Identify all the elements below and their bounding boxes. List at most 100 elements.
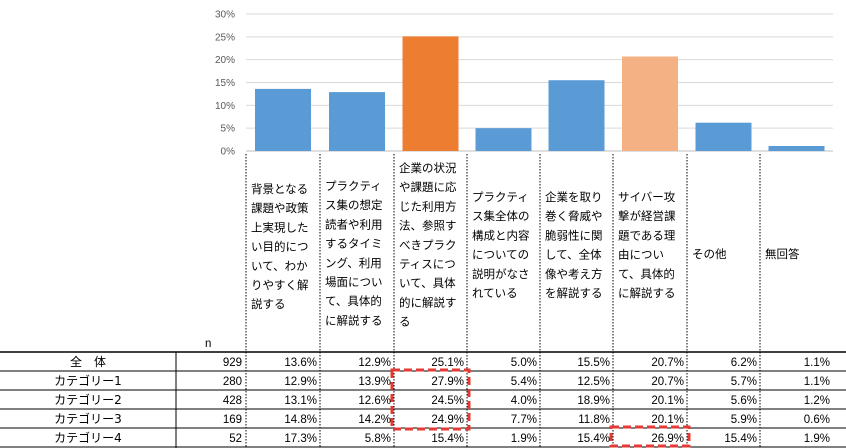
data-cell: 5.8% (365, 433, 391, 445)
n-label: n (205, 338, 211, 350)
bar (622, 56, 678, 151)
data-cell: 13.9% (358, 376, 391, 388)
bar (695, 122, 752, 151)
category-label-line: ス集の想定 (325, 198, 383, 212)
bar (402, 36, 459, 152)
category-label-line: いて、わか (251, 259, 308, 273)
row-n: 929 (223, 357, 242, 369)
data-cell: 1.9% (511, 433, 537, 445)
data-cell: 25.1% (431, 357, 464, 369)
category-label-line: る (399, 315, 411, 329)
category-label-line: 撃が経営課 (618, 209, 676, 223)
data-cell: 5.7% (731, 376, 757, 388)
category-label-line: 場面につい (325, 275, 383, 289)
results-table: n 全 体 929 13.6% 12.9% 25.1% 5.0% 15.5% 20.7% 6.2%… (0, 154, 846, 448)
data-cell: 20.7% (651, 376, 684, 388)
data-cell: 7.7% (511, 414, 537, 426)
category-label-line: 由につい (618, 248, 664, 262)
data-cell: 4.0% (511, 395, 537, 407)
highlight-box (609, 425, 691, 448)
bars (255, 36, 825, 152)
category-label: サイバー攻撃が経営課題である理由について、具体的に解説する (618, 190, 676, 300)
row-n: 52 (229, 433, 242, 445)
data-cell: 1.1% (804, 376, 830, 388)
data-cell: 26.9% (651, 433, 684, 445)
data-cell: 5.0% (511, 357, 537, 369)
data-cell: 24.9% (431, 414, 464, 426)
data-cell: 5.9% (731, 414, 757, 426)
category-label-line: 課題や政策 (251, 201, 309, 215)
category-label-line: を解説する (545, 286, 603, 300)
y-tick-label: 30% (215, 10, 235, 21)
row-name: カテゴリー1 (54, 373, 122, 388)
row-n: 169 (223, 414, 242, 426)
category-label-line: 説する (251, 297, 286, 311)
y-tick-label: 0% (221, 147, 236, 158)
category-label-line: て、具体的 (618, 267, 675, 281)
data-cell: 18.9% (577, 395, 610, 407)
category-label-line: れている (472, 286, 518, 300)
data-cell: 20.1% (651, 414, 684, 426)
data-cell: 24.5% (431, 395, 464, 407)
data-cell: 6.2% (731, 357, 757, 369)
bar (329, 92, 385, 151)
highlight-boxes (390, 368, 691, 448)
category-label-line: ング、利用 (325, 256, 382, 270)
data-cell: 1.9% (804, 433, 830, 445)
bar (548, 80, 605, 151)
data-cell: 12.9% (284, 376, 317, 388)
category-label: 企業を取り巻く脅威や脆弱性に関して、全体像や考え方を解説する (545, 190, 603, 300)
bar (768, 145, 825, 151)
category-label-line: や課題に応 (399, 180, 457, 194)
category-label-line: りやすく解 (251, 278, 309, 292)
data-cell: 15.5% (577, 357, 610, 369)
bar (255, 88, 311, 151)
y-tick-label: 15% (215, 78, 235, 89)
y-tick-label: 25% (215, 32, 235, 43)
category-label-line: ティスにつ (399, 257, 456, 271)
data-cell: 1.1% (804, 357, 830, 369)
category-label-line: 企業を取り (545, 190, 603, 204)
y-tick-label: 5% (221, 124, 236, 135)
bar (475, 128, 532, 151)
data-cell: 13.1% (284, 395, 317, 407)
data-cell: 17.3% (284, 433, 317, 445)
category-label: プラクティス集全体の構成と内容についての説明がなされている (472, 190, 530, 300)
category-label-line: べきプラク (399, 238, 457, 252)
category-label-line: プラクティ (325, 179, 382, 193)
data-cell: 14.8% (284, 414, 317, 426)
data-cell: 15.4% (431, 433, 464, 445)
category-label-line: 脆弱性に関 (545, 228, 603, 242)
category-label-line: いて、具体 (399, 276, 456, 290)
row-n: 280 (223, 376, 242, 388)
data-cell: 14.2% (358, 414, 391, 426)
data-cell: 12.9% (358, 357, 391, 369)
category-label: 無回答 (765, 247, 800, 261)
category-label: その他 (692, 247, 727, 261)
y-axis-ticks: 0% 5% 10% 15% 20% 25% 30% (215, 10, 235, 158)
category-label-line: 無回答 (765, 247, 800, 261)
data-cell: 20.1% (651, 395, 684, 407)
category-label-line: 背景となる (251, 182, 308, 196)
data-cell: 11.8% (578, 414, 610, 426)
category-label-line: サイバー攻 (618, 190, 676, 204)
category-label-line: して、全体 (545, 248, 602, 262)
data-cell: 15.4% (577, 433, 610, 445)
category-label-line: 上実現した (251, 220, 309, 234)
category-label-line: て、具体的 (325, 294, 382, 308)
category-label-line: じた利用方 (399, 199, 457, 213)
data-cell: 0.6% (804, 414, 830, 426)
y-tick-label: 10% (215, 101, 235, 112)
category-labels: 背景となる課題や政策上実現したい目的について、わかりやすく解説する プラクティス集… (251, 161, 800, 329)
category-label-line: 題である理 (618, 228, 676, 242)
row-n: 428 (223, 395, 242, 407)
category-label-line: 構成と内容 (472, 228, 530, 242)
category-label-line: に解説する (325, 313, 383, 327)
category-label-line: 説明がなさ (472, 267, 530, 281)
category-label-line: い目的につ (251, 240, 309, 254)
data-cell: 12.6% (358, 395, 391, 407)
category-label: プラクティス集の想定読者や利用するタイミング、利用場面について、具体的に解説する (325, 179, 383, 327)
row-name: カテゴリー3 (54, 411, 122, 426)
category-label-line: 像や考え方 (545, 267, 603, 281)
